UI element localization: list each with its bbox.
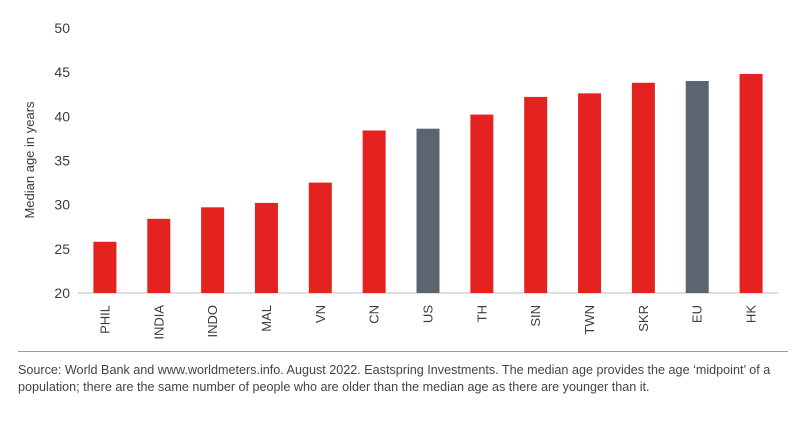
y-tick-label: 20	[54, 285, 70, 301]
x-tick-label: US	[421, 305, 436, 323]
x-tick-label: VN	[313, 305, 328, 323]
x-tick-label: EU	[690, 305, 705, 323]
x-tick-label: CN	[367, 305, 382, 324]
y-tick-label: 45	[54, 64, 70, 80]
bar-th	[470, 114, 494, 293]
y-axis-ticks: 20 25 30 35 40 45 50	[54, 20, 70, 301]
y-tick-label: 50	[54, 20, 70, 36]
x-tick-label: TWN	[582, 305, 597, 335]
bar-skr	[631, 82, 655, 294]
x-tick-label: MAL	[259, 305, 274, 332]
source-divider	[18, 351, 788, 352]
x-tick-label: TH	[474, 305, 489, 322]
bar-hk	[739, 73, 763, 293]
x-tick-label: PHIL	[97, 305, 112, 334]
x-tick-label: INDO	[205, 305, 220, 338]
bar-phil	[93, 241, 117, 293]
bar-mal	[254, 202, 278, 293]
x-axis-ticks: PHIL INDIA INDO MAL VN CN US TH SIN TWN SKR EU HK	[97, 305, 758, 340]
y-tick-label: 35	[54, 153, 70, 169]
y-tick-label: 40	[54, 108, 70, 124]
bar-indo	[201, 207, 225, 293]
source-note: Source: World Bank and www.worldmeters.i…	[18, 363, 771, 394]
x-tick-label: HK	[744, 305, 759, 323]
x-tick-label: INDIA	[151, 305, 166, 340]
bar-eu	[685, 81, 709, 293]
median-age-bar-chart: Median age in years 20 25 30 35 40 45 50 PHIL I…	[22, 20, 778, 340]
bar-twn	[578, 93, 602, 293]
bars	[93, 73, 763, 294]
x-tick-label: SIN	[528, 305, 543, 327]
bar-us	[416, 128, 440, 293]
y-tick-label: 30	[54, 197, 70, 213]
bar-india	[147, 218, 171, 293]
bar-sin	[524, 96, 548, 294]
y-tick-label: 25	[54, 241, 70, 257]
y-axis-label: Median age in years	[22, 101, 37, 219]
bar-vn	[308, 182, 332, 293]
bar-cn	[362, 130, 386, 293]
x-tick-label: SKR	[636, 305, 651, 332]
